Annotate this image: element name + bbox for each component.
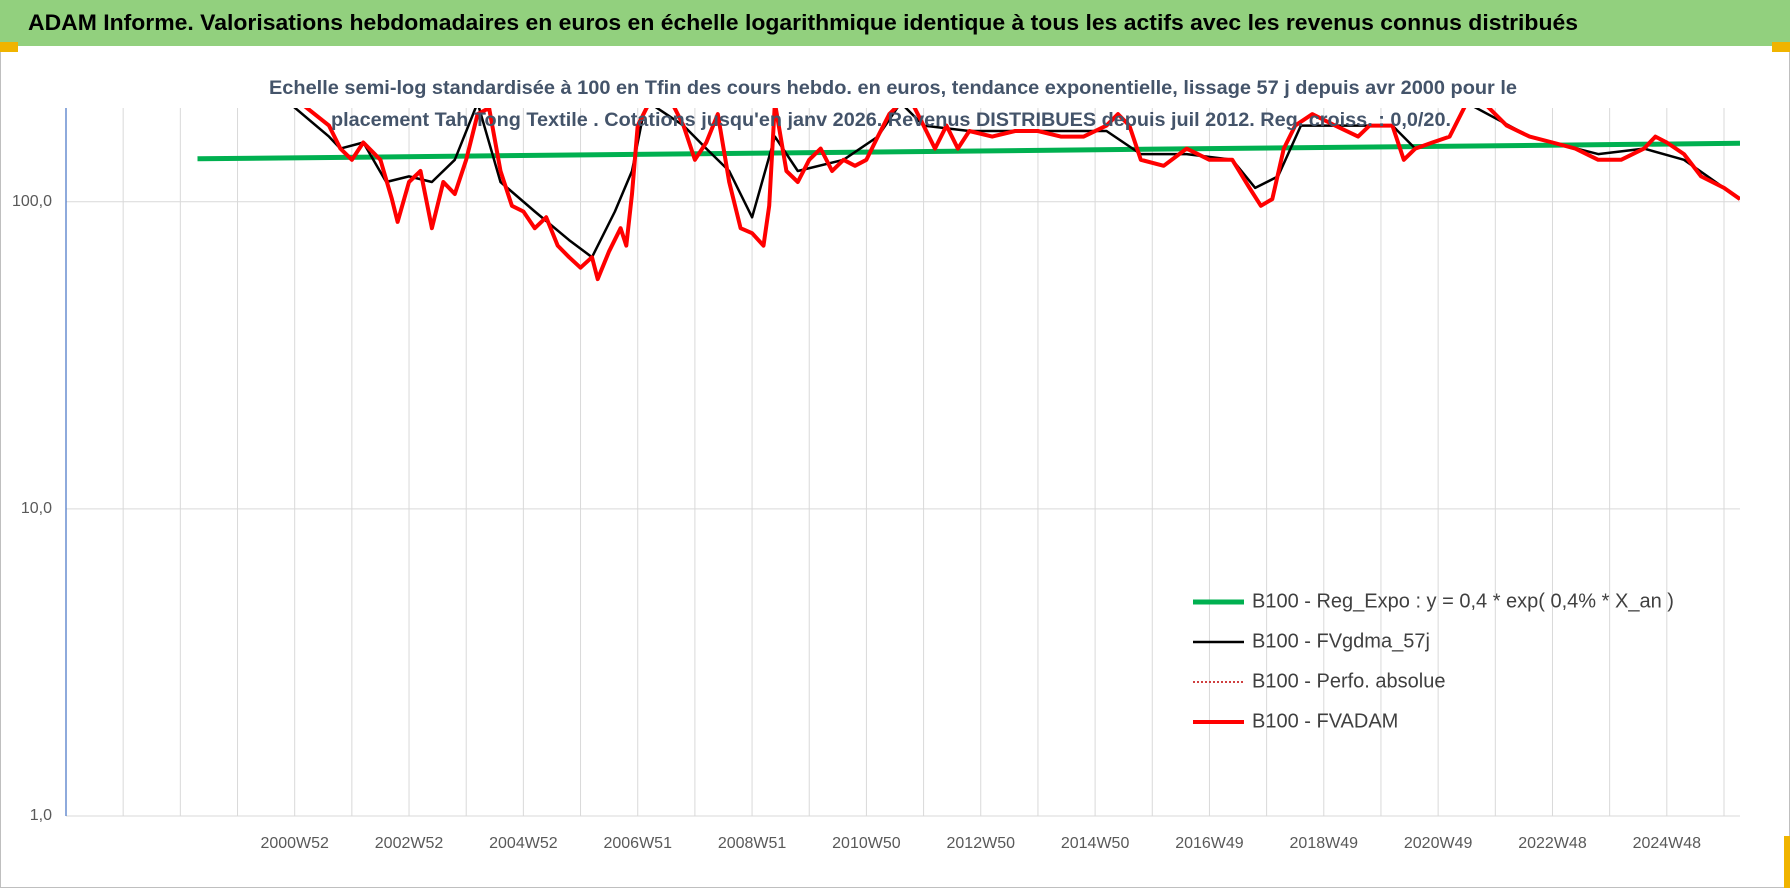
- x-tick-label: 2006W51: [603, 835, 672, 852]
- y-tick-label: 1,0: [30, 807, 52, 824]
- subtitle: placement Tah Tong Textile . Cotations j…: [331, 110, 1451, 131]
- legend-label: B100 - FVADAM: [1252, 710, 1398, 732]
- x-tick-label: 2010W50: [832, 835, 901, 852]
- legend-label: B100 - FVgdma_57j: [1252, 630, 1430, 652]
- subtitle: Echelle semi-log standardisée à 100 en T…: [269, 78, 1517, 99]
- x-tick-label: 2000W52: [260, 835, 329, 852]
- x-tick-label: 2022W48: [1518, 835, 1587, 852]
- plot-area: 1,0 10,0 100,0 2000W52 2002W52 2004W52 2006W51…: [12, 108, 1740, 852]
- x-tick-label: 2016W49: [1175, 835, 1244, 852]
- x-tick-label: 2020W49: [1404, 835, 1473, 852]
- corner: [1772, 42, 1790, 52]
- x-tick-label: 2002W52: [375, 835, 444, 852]
- series-line: [303, 108, 1740, 282]
- legend-label: B100 - Reg_Expo : y = 0,4 * exp( 0,4% * …: [1252, 590, 1674, 612]
- legend-label: B100 - Perfo. absolue: [1252, 670, 1445, 692]
- x-tick-label: 2012W50: [947, 835, 1016, 852]
- x-tick-label: 2014W50: [1061, 835, 1130, 852]
- x-tick-label: 2004W52: [489, 835, 558, 852]
- y-tick-label: 10,0: [21, 500, 52, 517]
- x-tick-label: 2018W49: [1290, 835, 1359, 852]
- chart-title: ADAM Informe. Valorisations hebdomadaire…: [28, 10, 1578, 35]
- header: [0, 0, 1790, 46]
- corner: [0, 42, 18, 52]
- series-line: [197, 140, 1740, 162]
- y-tick-label: 100,0: [12, 193, 52, 210]
- x-tick-label: 2008W51: [718, 835, 787, 852]
- corner: [1784, 836, 1790, 888]
- x-tick-label: 2024W48: [1633, 835, 1702, 852]
